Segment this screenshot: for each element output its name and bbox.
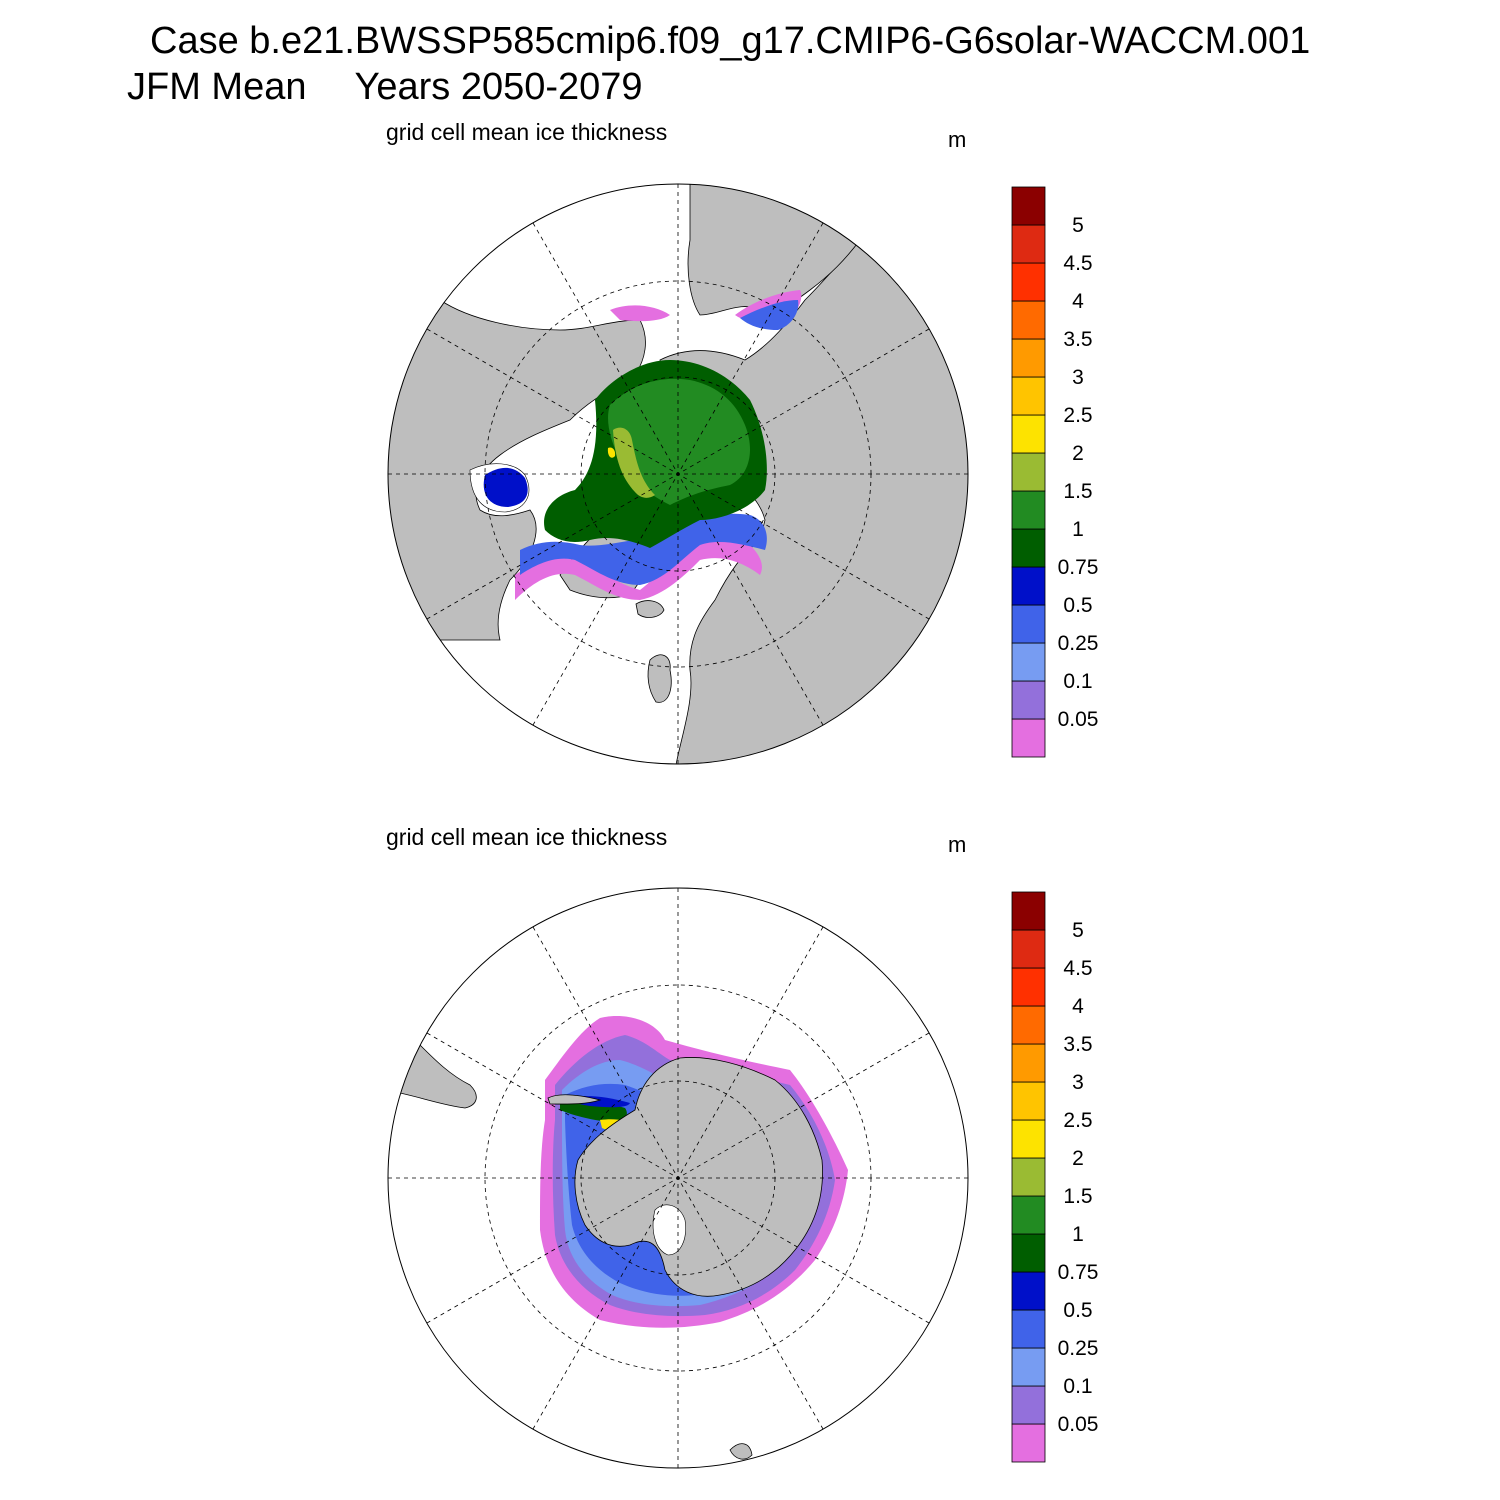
north-colorbar-swatch	[1011, 338, 1046, 378]
north-colorbar-swatch	[1011, 452, 1046, 492]
south-colorbar-label: 0.05	[1058, 1413, 1099, 1436]
south-colorbar-swatch	[1011, 967, 1046, 1007]
bering-ice	[740, 300, 799, 330]
north-colorbar-label: 0.05	[1058, 708, 1099, 731]
season-label: JFM Mean	[127, 66, 307, 108]
south-colorbar-label: 0.1	[1063, 1375, 1092, 1398]
north-colorbar-label: 3.5	[1063, 328, 1092, 351]
south-map-border	[387, 887, 969, 1469]
south-colorbar-label: 1	[1072, 1223, 1084, 1246]
south-units-label: m	[948, 832, 967, 857]
south-colorbar-label: 0.5	[1063, 1299, 1092, 1322]
north-colorbar-label: 4.5	[1063, 252, 1092, 275]
north-colorbar-label: 3	[1072, 366, 1084, 389]
north-panel-title: grid cell mean ice thickness	[386, 119, 668, 145]
south-colorbar-label: 1.5	[1063, 1185, 1092, 1208]
australia-tip	[729, 1443, 753, 1460]
south-colorbar-swatch	[1011, 1309, 1046, 1349]
south-colorbar-swatch	[1011, 1005, 1046, 1045]
north-colorbar-swatch	[1011, 566, 1046, 606]
south-colorbar-swatch	[1011, 1347, 1046, 1387]
south-colorbar-label: 2	[1072, 1147, 1084, 1170]
south-colorbar-swatch	[1011, 1423, 1046, 1463]
north-colorbar-swatch	[1011, 300, 1046, 340]
south-colorbar-swatch	[1011, 929, 1046, 969]
north-polar-map	[387, 183, 969, 765]
south-colorbar-label: 0.25	[1058, 1337, 1099, 1360]
north-colorbar-label: 2.5	[1063, 404, 1092, 427]
south-colorbar-swatch	[1011, 1043, 1046, 1083]
north-colorbar-swatch	[1011, 186, 1046, 226]
south-colorbar: 0.05 0.1 0.25 0.5 0.75 1 1.5 2 2.5 3 3.5 4 4.5 5	[1011, 891, 1099, 1463]
arctic-ice-thin	[520, 513, 767, 585]
iceland-land	[635, 600, 665, 618]
south-colorbar-swatch	[1011, 1271, 1046, 1311]
south-colorbar-swatch	[1011, 1157, 1046, 1197]
north-colorbar-swatch	[1011, 262, 1046, 302]
north-colorbar-swatch	[1011, 490, 1046, 530]
south-colorbar-label: 0.75	[1058, 1261, 1099, 1284]
south-colorbar-swatch	[1011, 1385, 1046, 1425]
north-colorbar-label: 5	[1072, 214, 1084, 237]
north-colorbar: 0.05 0.1 0.25 0.5 0.75 1 1.5 2 2.5 3 3.5 4 4.5 5	[1011, 186, 1099, 758]
south-polar-map	[387, 887, 969, 1469]
south-colorbar-label: 3.5	[1063, 1033, 1092, 1056]
north-colorbar-swatch	[1011, 642, 1046, 682]
north-colorbar-label: 1	[1072, 518, 1084, 541]
north-colorbar-label: 0.1	[1063, 670, 1092, 693]
south-colorbar-swatch	[1011, 1195, 1046, 1235]
south-graticule	[388, 888, 968, 1468]
north-colorbar-label: 0.25	[1058, 632, 1099, 655]
north-map-border	[387, 183, 969, 765]
antarctic-peninsula	[547, 1094, 602, 1105]
period-title: JFM Mean Years 2050-2079	[127, 66, 643, 109]
north-colorbar-swatch	[1011, 718, 1046, 758]
north-colorbar-swatch	[1011, 414, 1046, 454]
years-label: Years 2050-2079	[354, 66, 643, 108]
north-colorbar-label: 4	[1072, 290, 1084, 313]
north-units-label: m	[948, 127, 967, 152]
south-colorbar-label: 3	[1072, 1071, 1084, 1094]
hudson-bay-ice	[483, 467, 528, 507]
south-colorbar-swatch	[1011, 1233, 1046, 1273]
south-panel-title: grid cell mean ice thickness	[386, 824, 668, 850]
south-colorbar-label: 4	[1072, 995, 1084, 1018]
arctic-ice-yellow	[607, 447, 616, 458]
arctic-ice-thin-fringe	[515, 537, 762, 600]
south-colorbar-swatch	[1011, 1081, 1046, 1121]
north-colorbar-swatch	[1011, 680, 1046, 720]
south-colorbar-swatch	[1011, 891, 1046, 931]
north-colorbar-label: 1.5	[1063, 480, 1092, 503]
north-graticule	[388, 184, 968, 764]
north-colorbar-swatch	[1011, 224, 1046, 264]
north-colorbar-label: 0.75	[1058, 556, 1099, 579]
north-colorbar-label: 0.5	[1063, 594, 1092, 617]
north-colorbar-swatch	[1011, 604, 1046, 644]
south-colorbar-label: 2.5	[1063, 1109, 1092, 1132]
ross-ice-shelf	[652, 1204, 686, 1256]
antarctica-land	[574, 1057, 823, 1297]
case-title: Case b.e21.BWSSP585cmip6.f09_g17.CMIP6-G…	[150, 20, 1311, 62]
arctic-ice-thickest	[613, 427, 655, 498]
north-colorbar-swatch	[1011, 528, 1046, 568]
south-colorbar-swatch	[1011, 1119, 1046, 1159]
south-colorbar-label: 5	[1072, 919, 1084, 942]
north-colorbar-label: 2	[1072, 442, 1084, 465]
north-colorbar-swatch	[1011, 376, 1046, 416]
south-colorbar-label: 4.5	[1063, 957, 1092, 980]
